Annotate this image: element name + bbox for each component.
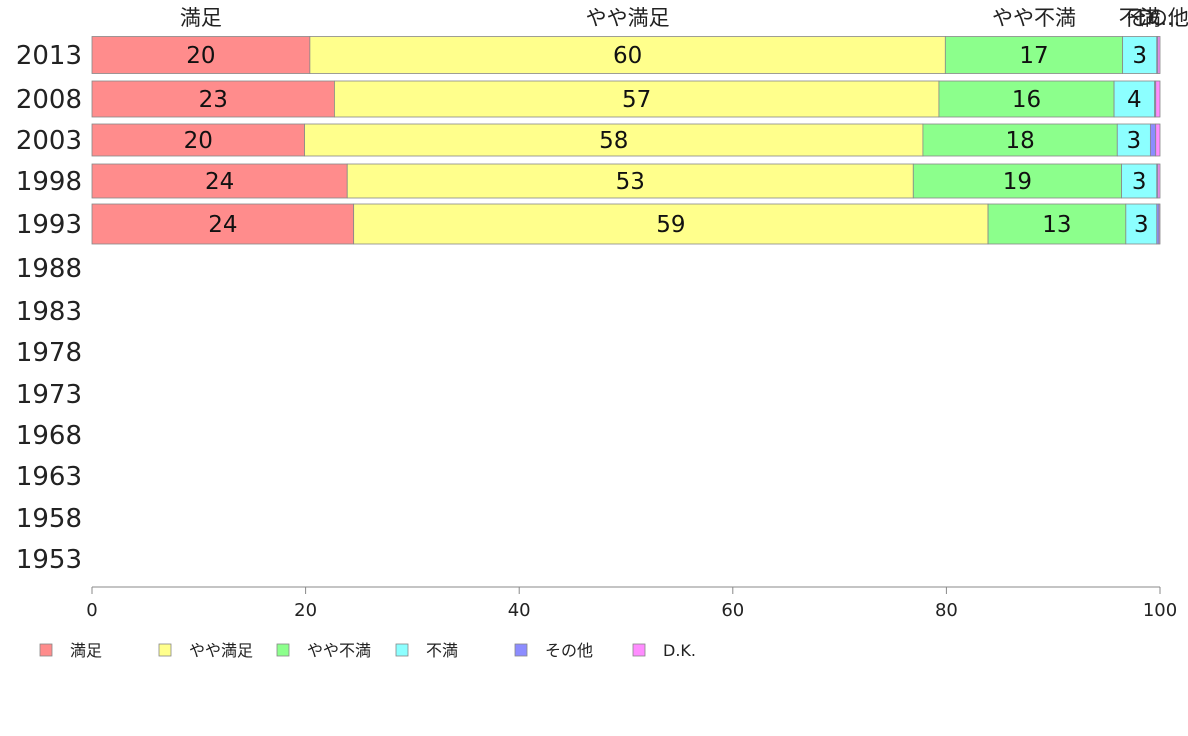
bar-segment-2013-0 (91, 36, 311, 74)
bar-segment-2013-5 (1157, 36, 1161, 74)
year-label-1958: 1958 (16, 504, 82, 534)
data-label-2008-2: 16 (1012, 87, 1041, 113)
x-tick-label-100: 100 (1143, 600, 1177, 621)
year-label-2008: 2008 (16, 85, 82, 115)
bar-segment-2003-3 (1116, 123, 1151, 157)
bar-segment-2003-1 (304, 123, 924, 157)
year-label-1963: 1963 (16, 462, 82, 492)
bars: 20 60 17 3 23 57 16 4 20 58 18 3 24 53 19 3 24 59 13 3 (91, 36, 1161, 245)
year-label-1983: 1983 (16, 297, 82, 327)
legend-label-1: やや満足 (189, 641, 253, 660)
top-label-2: やや不満 (992, 6, 1076, 30)
data-label-2003-1: 58 (599, 128, 628, 154)
x-tick-label-0: 0 (86, 600, 97, 621)
legend-swatch-0 (39, 643, 53, 657)
legend-swatch-4 (514, 643, 528, 657)
legend-label-0: 満足 (70, 641, 102, 660)
top-label-4: その他 (1126, 6, 1188, 30)
bar-segment-1998-3 (1121, 163, 1158, 199)
bar-segment-2008-3 (1113, 80, 1156, 118)
bar-segment-1993-2 (987, 203, 1127, 245)
bar-segment-1993-5 (1158, 203, 1161, 245)
data-label-1993-1: 59 (656, 212, 685, 238)
data-label-2008-1: 57 (622, 87, 651, 113)
data-label-1998-1: 53 (616, 169, 645, 195)
data-label-2003-0: 20 (184, 128, 213, 154)
top-label-1: やや満足 (586, 6, 670, 30)
top-label-0: 満足 (180, 6, 222, 30)
bar-segment-2008-1 (334, 80, 940, 118)
legend-swatch-5 (632, 643, 646, 657)
legend-label-2: やや不満 (307, 641, 371, 660)
data-label-2013-0: 20 (186, 43, 215, 69)
legend-swatch-2 (276, 643, 290, 657)
data-label-2013-3: 3 (1132, 43, 1147, 69)
bar-segment-2013-3 (1122, 36, 1158, 74)
data-label-1993-0: 24 (208, 212, 237, 238)
bar-segment-2003-5 (1155, 123, 1161, 157)
data-label-2013-2: 17 (1019, 43, 1048, 69)
data-label-1998-2: 19 (1003, 169, 1032, 195)
bar-segment-1998-1 (346, 163, 914, 199)
year-label-1998: 1998 (16, 167, 82, 197)
x-tick-label-60: 60 (721, 600, 744, 621)
data-label-2013-1: 60 (613, 43, 642, 69)
data-label-2003-2: 18 (1005, 128, 1034, 154)
top-label-3: 不満 (1119, 6, 1161, 30)
year-label-1978: 1978 (16, 338, 82, 368)
top-series-labels: 満足 やや満足 やや不満 不満その他D.... (180, 6, 1188, 30)
x-axis: 0 20 40 60 80 100 (86, 586, 1177, 621)
data-label-1993-2: 13 (1042, 212, 1071, 238)
x-tick-label-80: 80 (935, 600, 958, 621)
data-label-2008-3: 4 (1127, 87, 1142, 113)
bar-segment-1998-5 (1157, 163, 1161, 199)
year-label-2003: 2003 (16, 126, 82, 156)
x-tick-label-40: 40 (508, 600, 531, 621)
year-label-2013: 2013 (16, 41, 82, 71)
bar-segment-1998-2 (912, 163, 1122, 199)
legend-label-3: 不満 (426, 641, 458, 660)
x-tick-label-20: 20 (294, 600, 317, 621)
legend-label-5: D.K. (663, 641, 696, 660)
bar-segment-2008-2 (938, 80, 1115, 118)
legend-label-4: その他 (545, 641, 593, 660)
data-label-1998-0: 24 (205, 169, 234, 195)
bar-segment-2003-4 (1149, 123, 1157, 157)
legend-swatch-3 (395, 643, 409, 657)
year-label-1968: 1968 (16, 421, 82, 451)
year-label-1953: 1953 (16, 545, 82, 575)
legend-swatch-1 (158, 643, 172, 657)
year-label-1988: 1988 (16, 254, 82, 284)
data-label-2003-3: 3 (1127, 128, 1142, 154)
bar-segment-2008-5 (1155, 80, 1161, 118)
data-label-1993-3: 3 (1134, 212, 1149, 238)
bar-segment-1993-1 (353, 203, 989, 245)
legend: 満足 やや満足 やや不満 不満 その他 D.K. (39, 641, 696, 660)
year-label-1973: 1973 (16, 380, 82, 410)
bar-segment-1993-0 (91, 203, 355, 245)
data-label-1998-3: 3 (1132, 169, 1147, 195)
year-axis-labels: 2013 2008 2003 1998 1993 1988 1983 1978 1973 1968… (16, 41, 82, 575)
data-label-2008-0: 23 (199, 87, 228, 113)
top-label-5: D.... (1137, 6, 1180, 30)
bar-segment-2008-0 (91, 80, 335, 118)
year-label-1993: 1993 (16, 210, 82, 240)
bar-segment-1993-3 (1125, 203, 1158, 245)
